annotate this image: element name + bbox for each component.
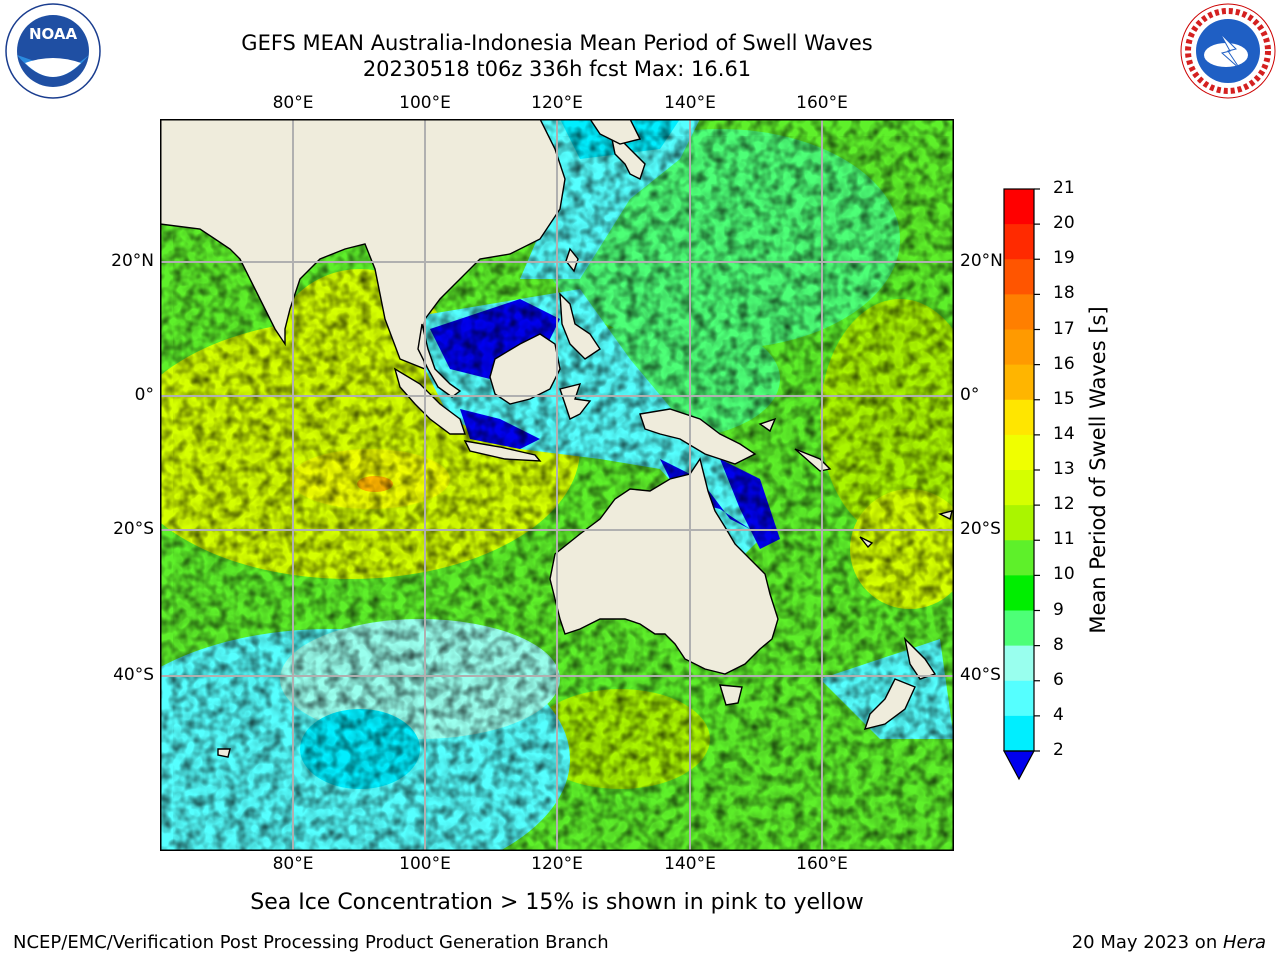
- colorbar-tick-label: 8: [1053, 634, 1064, 655]
- lon-label-top-100e: 100°E: [399, 93, 451, 113]
- map-subtitle: 20230518 t06z 336h fcst Max: 16.61: [362, 57, 752, 81]
- colorbar-segment: [1004, 715, 1034, 752]
- lon-label-bottom-160e: 160°E: [796, 854, 848, 874]
- lat-label-right-20n: 20°N: [960, 251, 1003, 271]
- colorbar-tick-label: 6: [1053, 669, 1064, 690]
- landmasses: [160, 119, 953, 758]
- colorbar-tick-label: 10: [1053, 564, 1075, 585]
- colorbar-tick-label: 2: [1053, 740, 1064, 760]
- lon-label-top-160e: 160°E: [796, 93, 848, 113]
- colorbar-tick-label: 20: [1053, 213, 1075, 234]
- colorbar-tick-label: 16: [1053, 353, 1075, 374]
- colorbar-segment: [1004, 364, 1034, 401]
- colorbar-tick-label: 11: [1053, 529, 1075, 550]
- colorbar-segment: [1004, 189, 1034, 225]
- colorbar-segment: [1004, 540, 1034, 576]
- colorbar-segment: [1004, 224, 1034, 260]
- land-australia: [549, 457, 779, 675]
- colorbar-segment: [1004, 610, 1034, 647]
- colorbar-segment: [1004, 329, 1034, 366]
- colorbar-segment: [1004, 399, 1034, 436]
- lat-label-left-20n: 20°N: [111, 251, 154, 271]
- colorbar-tick-label: 13: [1053, 459, 1075, 479]
- footer-date: 20 May 2023 on Hera: [1072, 932, 1266, 953]
- lon-label-top-120e: 120°E: [531, 93, 583, 113]
- colorbar-tick-label: 15: [1053, 388, 1075, 409]
- land-tasmania: [719, 684, 743, 706]
- colorbar-tick-label: 18: [1053, 283, 1075, 304]
- map-frame: [160, 119, 954, 851]
- colorbar-segment: [1004, 505, 1034, 541]
- land-new-guinea: [639, 408, 757, 465]
- colorbar-tick-label: 17: [1053, 318, 1075, 339]
- lat-label-left-20s: 20°S: [113, 519, 154, 539]
- lon-label-bottom-140e: 140°E: [664, 854, 716, 874]
- colorbar-segment: [1004, 680, 1034, 717]
- lon-label-bottom-80e: 80°E: [272, 854, 314, 874]
- land-malay-peninsula: [417, 323, 462, 398]
- colorbar-segment: [1004, 575, 1034, 611]
- nws-logo: [1180, 3, 1276, 99]
- footer-date-text: 20 May 2023 on: [1071, 932, 1223, 953]
- lon-label-bottom-100e: 100°E: [399, 854, 451, 874]
- graticule: [160, 119, 954, 851]
- colorbar-segment: [1004, 645, 1034, 682]
- lat-label-right-20s: 20°S: [960, 519, 1001, 539]
- land-borneo: [489, 333, 561, 405]
- noaa-logo: NOAA: [5, 3, 101, 99]
- lat-label-right-0: 0°: [960, 385, 980, 405]
- land-philippines: [559, 292, 601, 360]
- sea-ice-note: Sea Ice Concentration > 15% is shown in …: [250, 890, 864, 915]
- colorbar: [1002, 188, 1040, 781]
- lon-label-top-140e: 140°E: [664, 93, 716, 113]
- colorbar-segment: [1004, 434, 1034, 471]
- lat-label-right-40s: 40°S: [960, 665, 1001, 685]
- map-panel: [160, 119, 954, 851]
- colorbar-extend-triangle: [1002, 750, 1036, 781]
- colorbar-segment: [1004, 294, 1034, 330]
- land-new-zealand-south: [863, 678, 916, 730]
- colorbar-tick-label: 4: [1053, 704, 1064, 725]
- land-asia: [160, 119, 566, 371]
- footer-credit: NCEP/EMC/Verification Post Processing Pr…: [13, 932, 609, 953]
- map-title: GEFS MEAN Australia-Indonesia Mean Perio…: [241, 31, 873, 55]
- svg-text:NOAA: NOAA: [29, 25, 78, 43]
- colorbar-label: Mean Period of Swell Waves [s]: [1086, 306, 1110, 634]
- footer-machine: Hera: [1222, 932, 1266, 953]
- lon-label-top-80e: 80°E: [272, 93, 314, 113]
- colorbar-tick-label: 21: [1053, 178, 1075, 198]
- lat-label-left-0: 0°: [134, 385, 154, 405]
- colorbar-tick-label: 12: [1053, 494, 1075, 515]
- lat-label-left-40s: 40°S: [113, 665, 154, 685]
- colorbar-segment: [1004, 470, 1034, 506]
- colorbar-tick-label: 14: [1053, 423, 1075, 444]
- land-sulawesi: [559, 383, 592, 420]
- colorbar-tick-label: 9: [1053, 599, 1064, 620]
- lon-label-bottom-120e: 120°E: [531, 854, 583, 874]
- land-java: [463, 440, 542, 462]
- colorbar-tick-label: 19: [1053, 248, 1075, 269]
- colorbar-segment: [1004, 259, 1034, 295]
